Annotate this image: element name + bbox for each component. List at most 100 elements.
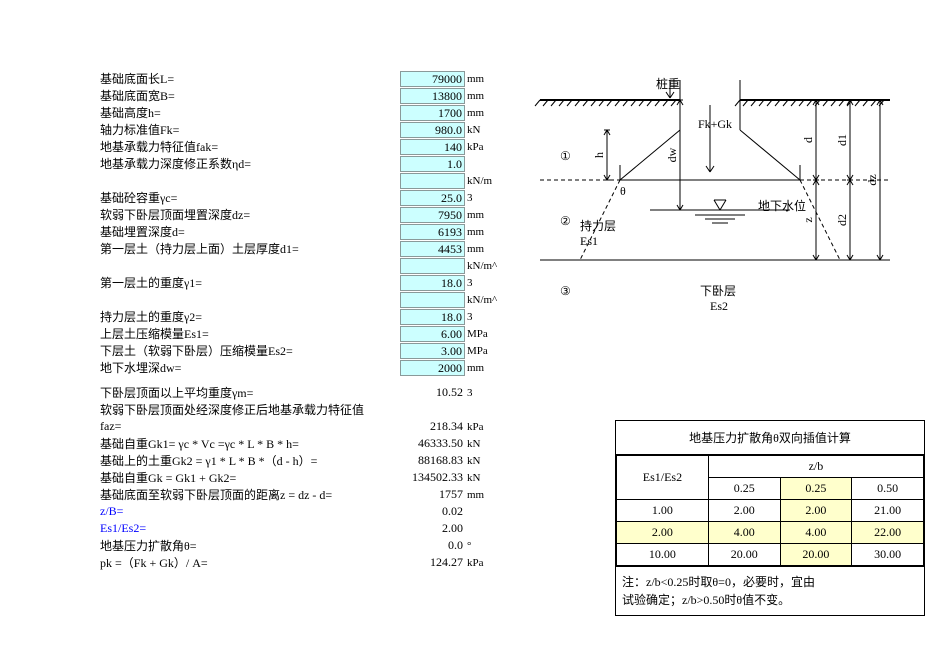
param-label: 轴力标准值Fk=: [100, 121, 400, 138]
calc-unit: kN: [465, 455, 500, 467]
param-row: 基础埋置深度d=6193mm: [100, 223, 515, 240]
calc-row: pk =（Fk + Gk）/ A=124.27kPa: [100, 554, 515, 571]
calc-row: 下卧层顶面以上平均重度γm=10.523: [100, 384, 515, 401]
calc-label: 软弱下卧层顶面处经深度修正后地基承载力特征值: [100, 401, 400, 418]
param-row: 地基承载力特征值fak=140kPa: [100, 138, 515, 155]
param-label: 基础埋置深度d=: [100, 223, 400, 240]
svg-text:θ: θ: [620, 184, 626, 198]
param-unit: kPa: [465, 141, 500, 153]
param-label: 基础底面宽B=: [100, 87, 400, 104]
interp-note: 注：z/b<0.25时取θ=0，必要时，宜由 试验确定；z/b>0.50时θ值不…: [616, 566, 924, 615]
calc-value: 88168.83: [400, 453, 465, 469]
svg-text:②: ②: [560, 214, 571, 228]
interpolation-section: 地基压力扩散角θ双向插值计算 Es1/Es2z/b0.250.250.501.0…: [615, 420, 925, 616]
param-row: kN/m^: [100, 257, 515, 274]
param-unit: MPa: [465, 345, 500, 357]
calc-row: faz=218.34kPa: [100, 418, 515, 435]
param-value: 18.0: [400, 309, 465, 325]
calc-unit: 3: [465, 387, 500, 399]
param-value: [400, 292, 465, 308]
param-label: 第一层土的重度γ1=: [100, 274, 400, 291]
calc-value: [400, 402, 465, 418]
svg-text:d1: d1: [835, 134, 849, 146]
param-label: 基础砼容重γc=: [100, 189, 400, 206]
param-unit: MPa: [465, 328, 500, 340]
param-unit: 3: [465, 277, 500, 289]
param-row: 软弱下卧层顶面埋置深度dz=7950mm: [100, 206, 515, 223]
param-unit: kN/m^: [465, 260, 500, 272]
param-unit: mm: [465, 90, 500, 102]
param-value: 7950: [400, 207, 465, 223]
calc-label: faz=: [100, 419, 400, 434]
svg-text:桩重: 桩重: [656, 76, 680, 91]
param-unit: mm: [465, 209, 500, 221]
param-value: 1.0: [400, 156, 465, 172]
param-value: [400, 173, 465, 189]
param-row: kN/m^: [100, 291, 515, 308]
calc-row: 基础自重Gk = Gk1 + Gk2=134502.33kN: [100, 469, 515, 486]
calc-row: 基础底面至软弱下卧层顶面的距离z = dz - d=1757mm: [100, 486, 515, 503]
param-label: 地下水埋深dw=: [100, 359, 400, 376]
param-value: 2000: [400, 360, 465, 376]
param-unit: mm: [465, 73, 500, 85]
param-value: 6193: [400, 224, 465, 240]
calc-value: 46333.50: [400, 436, 465, 452]
calc-unit: mm: [465, 489, 500, 501]
svg-text:①: ①: [560, 149, 571, 163]
calc-label: 基础自重Gk = Gk1 + Gk2=: [100, 469, 400, 486]
svg-text:下卧层: 下卧层: [700, 284, 736, 298]
foundation-diagram: 桩重①②③Fk+Gk持力层Es1地下水位下卧层Es2θhdwdzd1d2dz: [520, 70, 920, 330]
param-value: 980.0: [400, 122, 465, 138]
calc-label: 地基压力扩散角θ=: [100, 537, 400, 554]
param-row: 第一层土（持力层上面）土层厚度d1=4453mm: [100, 240, 515, 257]
param-value: 3.00: [400, 343, 465, 359]
param-label: 地基承载力特征值fak=: [100, 138, 400, 155]
param-row: 基础高度h=1700mm: [100, 104, 515, 121]
calc-label: 下卧层顶面以上平均重度γm=: [100, 384, 400, 401]
param-value: 140: [400, 139, 465, 155]
calc-value: 2.00: [400, 521, 465, 537]
calc-unit: kPa: [465, 557, 500, 569]
svg-text:地下水位: 地下水位: [758, 198, 806, 213]
calc-unit: °: [465, 540, 500, 552]
svg-text:d: d: [801, 137, 815, 143]
param-row: 基础砼容重γc=25.03: [100, 189, 515, 206]
param-value: 13800: [400, 88, 465, 104]
calc-unit: kN: [465, 472, 500, 484]
calc-label: 基础上的土重Gk2 = γ1 * L * B *（d - h）=: [100, 452, 400, 469]
calc-value: 124.27: [400, 555, 465, 571]
param-value: 25.0: [400, 190, 465, 206]
param-unit: mm: [465, 243, 500, 255]
param-label: 基础底面长L=: [100, 70, 400, 87]
param-row: 基础底面宽B=13800mm: [100, 87, 515, 104]
calc-unit: kPa: [465, 421, 500, 433]
calc-value: 10.52: [400, 385, 465, 401]
svg-text:h: h: [592, 152, 606, 158]
param-value: 18.0: [400, 275, 465, 291]
param-row: 下层土（软弱下卧层）压缩模量Es2=3.00MPa: [100, 342, 515, 359]
calc-value: 0.02: [400, 504, 465, 520]
param-row: kN/m: [100, 172, 515, 189]
param-unit: 3: [465, 192, 500, 204]
interpolation-table: Es1/Es2z/b0.250.250.501.002.002.0021.002…: [616, 455, 924, 566]
calc-row: 地基压力扩散角θ=0.0°: [100, 537, 515, 554]
parameters-block: 基础底面长L=79000mm基础底面宽B=13800mm基础高度h=1700mm…: [100, 70, 515, 571]
param-row: 上层土压缩模量Es1=6.00MPa: [100, 325, 515, 342]
svg-text:d2: d2: [835, 214, 849, 226]
param-unit: mm: [465, 226, 500, 238]
calc-value: 218.34: [400, 419, 465, 435]
svg-text:持力层: 持力层: [580, 218, 616, 233]
svg-text:Es2: Es2: [710, 299, 728, 313]
calc-row: z/B=0.02: [100, 503, 515, 520]
param-value: [400, 258, 465, 274]
calc-label: 基础自重Gk1= γc * Vc =γc * L * B * h=: [100, 435, 400, 452]
param-label: 下层土（软弱下卧层）压缩模量Es2=: [100, 342, 400, 359]
param-unit: kN: [465, 124, 500, 136]
svg-text:dz: dz: [865, 174, 879, 185]
param-label: 地基承载力深度修正系数ηd=: [100, 155, 400, 172]
calc-row: 基础上的土重Gk2 = γ1 * L * B *（d - h）=88168.83…: [100, 452, 515, 469]
svg-text:Fk+Gk: Fk+Gk: [698, 117, 732, 131]
calc-unit: kN: [465, 438, 500, 450]
calc-value: 0.0: [400, 538, 465, 554]
svg-text:dw: dw: [665, 147, 679, 162]
